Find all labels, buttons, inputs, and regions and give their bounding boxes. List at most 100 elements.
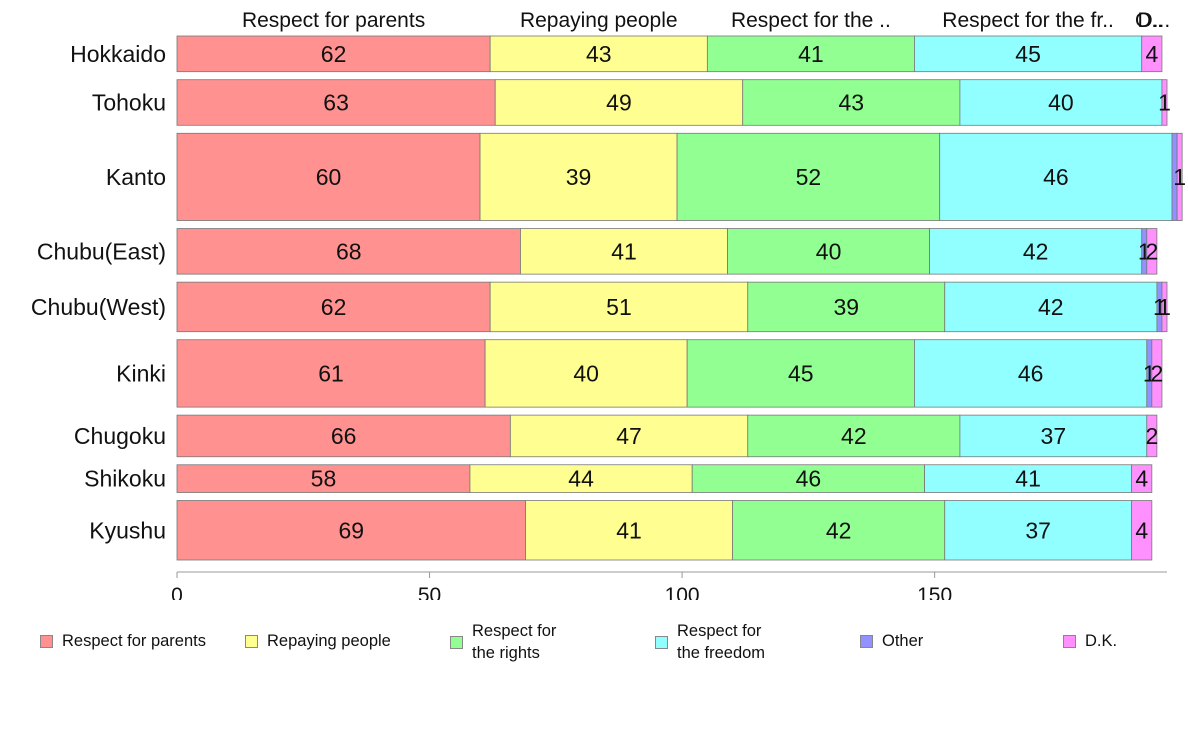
segment-label: 4 [1145, 41, 1158, 67]
segment-label: 42 [1038, 294, 1064, 320]
bar-segment [914, 339, 1148, 408]
bar-segment [176, 228, 521, 275]
segment-label: 46 [1043, 164, 1069, 190]
bar-segment [944, 500, 1133, 561]
bar-segment [1146, 414, 1158, 458]
segment-label: 40 [816, 238, 842, 264]
legend-swatch [655, 635, 668, 649]
legend-label: Respect for parents [62, 632, 206, 650]
legend-swatch [40, 634, 53, 648]
legend-label: Repaying people [267, 632, 391, 650]
bar-segment [176, 414, 511, 458]
segment-label: 43 [839, 89, 865, 115]
bar-segment [686, 339, 915, 408]
segment-label: 1 [1158, 294, 1171, 320]
segment-label: 66 [331, 423, 357, 449]
x-tick-label: 0 [171, 584, 183, 600]
legend-label: Respect for the rights [472, 622, 557, 662]
bar-segment [929, 228, 1143, 275]
legend-swatch [245, 634, 258, 648]
segment-label: 60 [316, 164, 342, 190]
bar-segment [494, 79, 744, 126]
segment-label: 4 [1135, 517, 1148, 543]
stacked-bar-chart: Respect for parents Repaying people Respec… [31, 9, 1186, 600]
category-label: Tohoku [92, 89, 166, 115]
top-label-1: Respect for parents [242, 9, 425, 32]
bar-segment [1161, 79, 1168, 126]
segment-label: 63 [323, 89, 349, 115]
segment-label: 2 [1150, 360, 1163, 386]
bar-segment [176, 79, 496, 126]
legend-label: Respect for the freedom [677, 622, 766, 662]
bar-segment [676, 132, 941, 221]
segment-label: 62 [321, 41, 347, 67]
segment-label: 1 [1173, 164, 1186, 190]
category-label: Chubu(West) [31, 294, 166, 320]
segment-label: 41 [611, 238, 637, 264]
segment-label: 44 [568, 466, 594, 492]
bar-segment [727, 228, 931, 275]
bar-segment [1131, 464, 1153, 493]
segment-label: 51 [606, 294, 632, 320]
segment-label: 45 [1015, 41, 1041, 67]
bar-segment [1161, 281, 1168, 333]
segment-label: 43 [586, 41, 612, 67]
x-tick-label: 50 [418, 584, 441, 600]
legend: Respect for parents Repaying people Respec… [0, 620, 1188, 670]
bar-segment [1141, 35, 1163, 73]
legend-item: Other [860, 630, 923, 652]
segment-label: 41 [1015, 466, 1041, 492]
category-label: Chubu(East) [37, 238, 166, 264]
top-label-2: Repaying people [520, 9, 678, 32]
bar-segment [959, 414, 1148, 458]
bar-segment [484, 339, 688, 408]
legend-swatch [860, 634, 873, 648]
segment-label: 45 [788, 360, 814, 386]
bar-segment [525, 500, 734, 561]
bar-segment [176, 339, 486, 408]
top-label-3: Respect for the .. [731, 9, 891, 32]
bar-segment [176, 500, 526, 561]
segment-label: 58 [311, 466, 337, 492]
segment-label: 49 [606, 89, 632, 115]
legend-item: Repaying people [245, 630, 391, 652]
legend-swatch [1063, 634, 1076, 648]
segment-label: 42 [1023, 238, 1049, 264]
category-label: Kyushu [89, 517, 166, 543]
legend-item: Respect for the rights [450, 620, 556, 664]
segment-label: 46 [796, 466, 822, 492]
segment-label: 61 [318, 360, 344, 386]
segment-label: 2 [1145, 238, 1158, 264]
segment-label: 68 [336, 238, 362, 264]
segment-label: 40 [1048, 89, 1074, 115]
category-label: Kinki [116, 360, 166, 386]
segment-label: 46 [1018, 360, 1044, 386]
bar-segment [732, 500, 946, 561]
top-label-4: Respect for the fr.. [942, 9, 1114, 32]
category-label: Shikoku [84, 466, 166, 492]
bar-segment [489, 281, 749, 333]
bar-segment [176, 464, 471, 493]
bar-segment [742, 79, 961, 126]
segment-label: 52 [796, 164, 822, 190]
bar-segment [1176, 132, 1183, 221]
segment-label: 4 [1135, 466, 1148, 492]
segment-label: 39 [566, 164, 592, 190]
segment-label: 62 [321, 294, 347, 320]
bar-segment [479, 132, 678, 221]
bar-segment [1151, 339, 1163, 408]
legend-item: Respect for parents [40, 630, 206, 652]
segment-label: 41 [616, 517, 642, 543]
bar-segment [959, 79, 1163, 126]
segment-label: 37 [1025, 517, 1051, 543]
x-tick-label: 100 [665, 584, 700, 600]
segment-label: 41 [798, 41, 824, 67]
category-label: Hokkaido [70, 41, 166, 67]
bar-segment [469, 464, 693, 493]
segment-label: 37 [1041, 423, 1067, 449]
bar-segment [1131, 500, 1153, 561]
category-label: Kanto [106, 164, 166, 190]
top-label-5: O.. [1135, 9, 1163, 32]
legend-label: Other [882, 632, 924, 650]
segment-label: 39 [833, 294, 859, 320]
